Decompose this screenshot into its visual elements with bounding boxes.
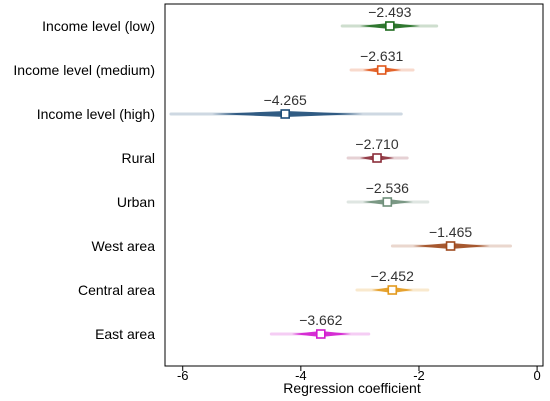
- coefficient-row: Income level (high) −4.265: [37, 92, 403, 122]
- chart-rows: Income level (low) −2.493 Income level (me…: [13, 4, 513, 342]
- point-estimate-marker: [376, 65, 387, 75]
- point-estimate-marker: [445, 241, 456, 251]
- value-label: −2.631: [360, 48, 403, 64]
- category-label: Urban: [117, 194, 155, 210]
- plot-frame: [164, 3, 544, 367]
- coefficient-row: West area −1.465: [91, 224, 513, 254]
- category-label: Rural: [122, 150, 155, 166]
- x-tick-label: -6: [177, 368, 189, 383]
- category-label: Income level (low): [42, 18, 155, 34]
- coefficient-row: Income level (medium) −2.631: [13, 48, 415, 78]
- category-label: Income level (high): [37, 106, 155, 122]
- coefficient-row: Central area −2.452: [78, 268, 430, 298]
- coefficient-row: Rural −2.710: [122, 136, 409, 166]
- x-axis-label: Regression coefficient: [283, 380, 421, 396]
- coefficient-row: East area −3.662: [95, 312, 371, 342]
- x-tick-label: -4: [295, 368, 307, 383]
- coefficient-row: Income level (low) −2.493: [42, 4, 439, 34]
- value-label: −3.662: [299, 312, 342, 328]
- point-estimate-marker: [382, 197, 393, 207]
- category-label: East area: [95, 326, 155, 342]
- value-label: −1.465: [429, 224, 472, 240]
- point-estimate-marker: [316, 329, 326, 339]
- point-estimate-marker: [372, 153, 382, 163]
- value-label: −2.710: [355, 136, 398, 152]
- value-label: −2.452: [371, 268, 414, 284]
- category-label: Income level (medium): [13, 62, 155, 78]
- value-label: −2.536: [366, 180, 409, 196]
- coefficient-row: Urban −2.536: [117, 180, 430, 210]
- category-label: Central area: [78, 282, 155, 298]
- point-estimate-marker: [280, 109, 290, 119]
- point-estimate-marker: [385, 21, 395, 31]
- category-label: West area: [91, 238, 155, 254]
- value-label: −2.493: [368, 4, 411, 20]
- x-tick-label: 0: [533, 368, 540, 383]
- point-estimate-marker: [387, 285, 398, 295]
- value-label: −4.265: [264, 92, 307, 108]
- x-axis: -6 -4 -2 0: [177, 366, 541, 383]
- x-tick-label: -2: [413, 368, 425, 383]
